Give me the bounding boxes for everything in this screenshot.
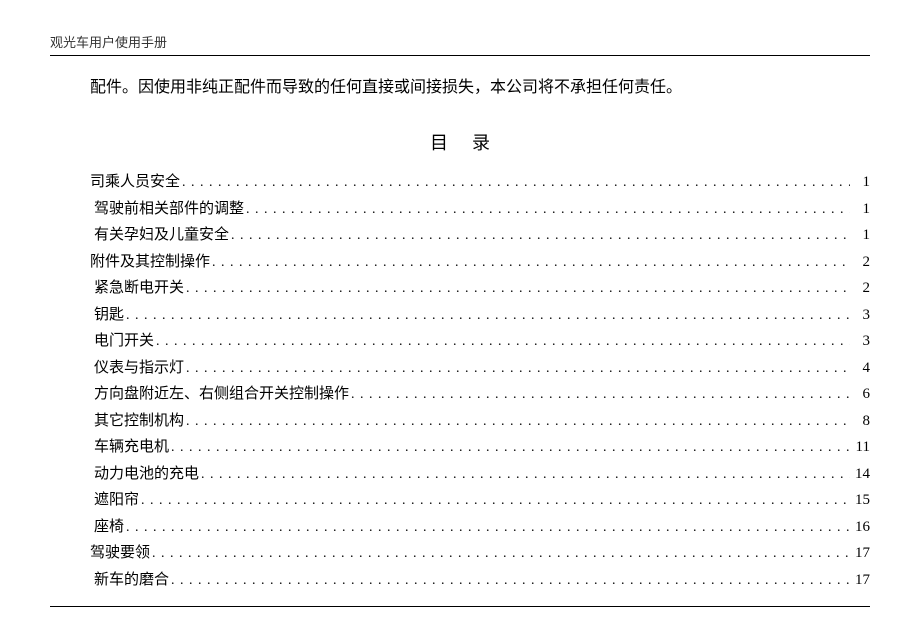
toc-leader-dots xyxy=(201,461,850,488)
toc-label-text: 车辆充电机 xyxy=(94,439,169,455)
toc-row: 司乘人员安全 1 xyxy=(90,169,870,196)
toc-row: 驾驶要领 17 xyxy=(90,540,870,567)
toc-row: 附件及其控制操作 2 xyxy=(90,249,870,276)
toc-label-text: 司乘人员安全 xyxy=(90,174,180,190)
toc-row: 有关孕妇及儿童安全 1 xyxy=(90,222,870,249)
toc-page-number: 17 xyxy=(852,567,870,593)
toc-label-text: 新车的磨合 xyxy=(94,572,169,588)
toc-label-text: 方向盘附近左、右侧组合开关控制操作 xyxy=(94,386,349,402)
toc-page-number: 1 xyxy=(852,222,870,248)
toc-label: 车辆充电机 xyxy=(90,434,169,460)
toc-page-number: 2 xyxy=(852,275,870,301)
toc-page-number: 3 xyxy=(852,302,870,328)
toc-leader-dots xyxy=(152,540,850,567)
toc-label-text: 动力电池的充电 xyxy=(94,466,199,482)
toc-row: 驾驶前相关部件的调整 1 xyxy=(90,196,870,223)
toc-leader-dots xyxy=(171,434,850,461)
toc-row: 钥匙 3 xyxy=(90,302,870,329)
toc-leader-dots xyxy=(141,487,850,514)
page-header: 观光车用户使用手册 xyxy=(50,32,870,56)
toc-row: 紧急断电开关 2 xyxy=(90,275,870,302)
toc-row: 动力电池的充电 14 xyxy=(90,461,870,488)
footer-rule xyxy=(50,606,870,607)
toc-leader-dots xyxy=(182,169,850,196)
toc-label-text: 驾驶要领 xyxy=(90,545,150,561)
toc-label-text: 附件及其控制操作 xyxy=(90,254,210,270)
toc-label: 驾驶要领 xyxy=(90,540,150,566)
toc-page-number: 11 xyxy=(852,434,870,460)
toc-label: 其它控制机构 xyxy=(90,408,184,434)
toc-leader-dots xyxy=(156,328,850,355)
toc-page-number: 15 xyxy=(852,487,870,513)
toc-leader-dots xyxy=(126,514,850,541)
toc-list: 司乘人员安全1驾驶前相关部件的调整1有关孕妇及儿童安全1附件及其控制操作2紧急断… xyxy=(90,169,870,593)
toc-leader-dots xyxy=(351,381,850,408)
toc-title: 目录 xyxy=(50,129,870,155)
toc-page-number: 2 xyxy=(852,249,870,275)
toc-label-text: 驾驶前相关部件的调整 xyxy=(94,201,244,217)
toc-label: 新车的磨合 xyxy=(90,567,169,593)
toc-label-text: 紧急断电开关 xyxy=(94,280,184,296)
toc-leader-dots xyxy=(126,302,850,329)
toc-label: 电门开关 xyxy=(90,328,154,354)
toc-page-number: 14 xyxy=(852,461,870,487)
toc-row: 车辆充电机 11 xyxy=(90,434,870,461)
toc-label: 方向盘附近左、右侧组合开关控制操作 xyxy=(90,381,349,407)
toc-label: 钥匙 xyxy=(90,302,124,328)
toc-label: 仪表与指示灯 xyxy=(90,355,184,381)
toc-leader-dots xyxy=(171,567,850,594)
toc-row: 遮阳帘 15 xyxy=(90,487,870,514)
toc-page-number: 4 xyxy=(852,355,870,381)
toc-page-number: 1 xyxy=(852,196,870,222)
toc-label-text: 遮阳帘 xyxy=(94,492,139,508)
toc-row: 座椅 16 xyxy=(90,514,870,541)
toc-page-number: 17 xyxy=(852,540,870,566)
toc-leader-dots xyxy=(186,355,850,382)
toc-label-text: 其它控制机构 xyxy=(94,413,184,429)
toc-label: 座椅 xyxy=(90,514,124,540)
toc-label: 动力电池的充电 xyxy=(90,461,199,487)
toc-page-number: 3 xyxy=(852,328,870,354)
toc-label-text: 电门开关 xyxy=(94,333,154,349)
toc-row: 仪表与指示灯 4 xyxy=(90,355,870,382)
toc-page-number: 16 xyxy=(852,514,870,540)
toc-label: 紧急断电开关 xyxy=(90,275,184,301)
toc-label-text: 有关孕妇及儿童安全 xyxy=(94,227,229,243)
toc-label-text: 座椅 xyxy=(94,519,124,535)
toc-label: 司乘人员安全 xyxy=(90,169,180,195)
intro-paragraph: 配件。因使用非纯正配件而导致的任何直接或间接损失，本公司将不承担任何责任。 xyxy=(90,74,870,101)
toc-page-number: 1 xyxy=(852,169,870,195)
toc-label-text: 钥匙 xyxy=(94,307,124,323)
toc-label: 驾驶前相关部件的调整 xyxy=(90,196,244,222)
toc-page-number: 8 xyxy=(852,408,870,434)
toc-leader-dots xyxy=(231,222,850,249)
toc-leader-dots xyxy=(212,249,850,276)
toc-row: 电门开关 3 xyxy=(90,328,870,355)
toc-leader-dots xyxy=(246,196,850,223)
toc-label: 附件及其控制操作 xyxy=(90,249,210,275)
toc-row: 新车的磨合 17 xyxy=(90,567,870,594)
toc-leader-dots xyxy=(186,408,850,435)
toc-leader-dots xyxy=(186,275,850,302)
toc-label: 有关孕妇及儿童安全 xyxy=(90,222,229,248)
toc-row: 方向盘附近左、右侧组合开关控制操作 6 xyxy=(90,381,870,408)
toc-page-number: 6 xyxy=(852,381,870,407)
toc-label-text: 仪表与指示灯 xyxy=(94,360,184,376)
header-title: 观光车用户使用手册 xyxy=(50,32,870,51)
toc-label: 遮阳帘 xyxy=(90,487,139,513)
toc-row: 其它控制机构 8 xyxy=(90,408,870,435)
